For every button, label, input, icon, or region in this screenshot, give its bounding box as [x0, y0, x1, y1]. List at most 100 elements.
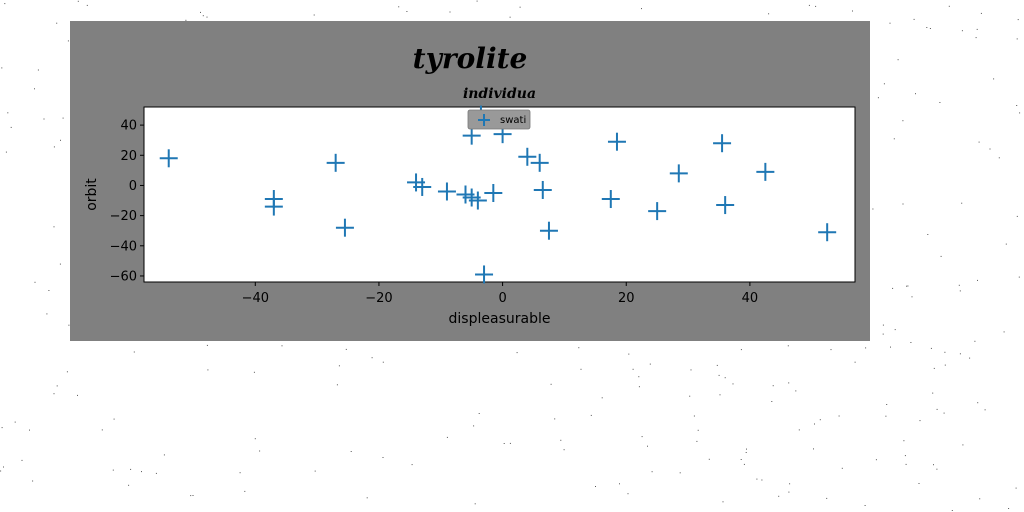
- speckle: [969, 357, 971, 359]
- speckle: [48, 290, 50, 291]
- speckle: [10, 126, 12, 128]
- speckle: [939, 102, 941, 103]
- speckle: [875, 459, 877, 461]
- x-tick-label: −20: [365, 291, 392, 306]
- speckle: [1016, 38, 1018, 40]
- speckle: [68, 324, 70, 326]
- speckle: [789, 483, 791, 485]
- speckle: [976, 28, 978, 30]
- speckle: [192, 495, 194, 496]
- speckle: [911, 296, 913, 298]
- speckle: [768, 13, 770, 15]
- speckle: [112, 469, 114, 471]
- legend: swati: [467, 109, 531, 130]
- speckle: [46, 313, 48, 315]
- speckle: [382, 457, 384, 458]
- speckle: [647, 445, 648, 447]
- speckle: [936, 468, 938, 470]
- speckle: [59, 263, 61, 265]
- speckle: [815, 5, 817, 7]
- speckle: [53, 226, 55, 228]
- speckle: [819, 419, 821, 421]
- speckle: [903, 440, 905, 442]
- x-tick-label: 0: [498, 291, 506, 306]
- speckle: [244, 490, 246, 492]
- speckle: [206, 16, 208, 18]
- speckle: [338, 365, 340, 367]
- speckle: [253, 371, 255, 373]
- speckle: [893, 138, 895, 140]
- series-swati-markers: [159, 105, 837, 284]
- speckle: [830, 349, 832, 351]
- speckle: [34, 281, 36, 283]
- speckle: [474, 503, 476, 505]
- speckle: [4, 3, 6, 5]
- speckle: [206, 344, 208, 346]
- speckle: [962, 444, 964, 446]
- speckle: [958, 284, 960, 286]
- speckle: [128, 484, 130, 486]
- speckle: [66, 371, 68, 373]
- speckle: [679, 472, 681, 474]
- speckle: [788, 491, 790, 493]
- data-point: [462, 126, 481, 145]
- speckle: [933, 367, 935, 369]
- speckle: [885, 415, 887, 417]
- speckle: [60, 139, 61, 141]
- speckle: [795, 390, 797, 392]
- speckle: [980, 12, 982, 14]
- speckle: [940, 255, 942, 257]
- speckle: [697, 429, 699, 431]
- data-point: [669, 164, 688, 183]
- speckle: [1003, 331, 1005, 333]
- speckle: [883, 83, 885, 85]
- speckle: [411, 464, 413, 466]
- data-point: [716, 196, 735, 215]
- speckle: [371, 357, 373, 359]
- data-point: [530, 153, 549, 172]
- x-tick-label: −40: [242, 291, 269, 306]
- data-point: [518, 147, 537, 166]
- speckle: [974, 340, 976, 342]
- speckle: [163, 454, 165, 456]
- data-point: [713, 134, 732, 153]
- speckle: [1018, 276, 1020, 278]
- speckle: [185, 19, 187, 21]
- speckle: [948, 5, 950, 7]
- data-point: [607, 132, 626, 151]
- x-axis: −40 −20 0 20 40: [242, 282, 758, 306]
- speckle: [345, 348, 347, 350]
- speckle: [382, 361, 384, 363]
- speckle: [366, 497, 368, 499]
- speckle: [641, 436, 643, 438]
- speckle: [509, 442, 511, 444]
- speckle: [627, 493, 629, 495]
- speckle: [977, 279, 978, 281]
- speckle: [503, 443, 505, 444]
- speckle: [7, 112, 9, 114]
- data-point: [484, 183, 503, 202]
- speckle: [944, 364, 946, 366]
- speckle: [1019, 112, 1021, 114]
- speckle: [771, 401, 773, 402]
- speckle: [101, 429, 103, 431]
- speckle: [141, 471, 142, 473]
- speckle: [716, 364, 718, 366]
- speckle: [808, 4, 810, 6]
- speckle: [632, 368, 634, 370]
- speckle: [932, 392, 934, 394]
- speckle: [886, 404, 888, 405]
- speckle: [708, 458, 710, 460]
- speckle: [690, 369, 692, 371]
- data-point: [539, 221, 558, 240]
- speckle: [476, 0, 478, 2]
- speckle: [398, 6, 400, 8]
- speckle: [722, 501, 724, 503]
- speckle: [580, 368, 582, 370]
- speckle: [1016, 105, 1018, 106]
- speckle: [904, 455, 906, 457]
- data-point: [475, 265, 494, 284]
- speckle: [1, 427, 3, 429]
- speckle: [649, 363, 651, 365]
- speckle: [62, 117, 64, 119]
